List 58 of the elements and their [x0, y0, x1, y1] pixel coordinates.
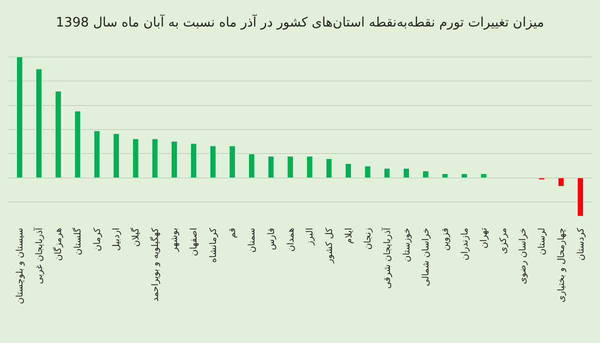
x-tick-label: ایلام [344, 228, 354, 244]
x-tick-label: هرمزگان [52, 228, 64, 261]
bar [364, 166, 371, 178]
bar [132, 138, 139, 178]
x-tick-label: فارس [266, 228, 277, 250]
bar [94, 130, 100, 178]
x-tick-label: آذربایجان شرقی [380, 227, 393, 289]
x-tick-label: چهارمحال و بختیاری [556, 228, 567, 302]
x-tick-label: اردبیل [112, 228, 122, 251]
bar [422, 170, 429, 178]
bar [190, 143, 197, 178]
x-tick-label: کهگیلویه و بویراحمد [148, 227, 161, 302]
bar [306, 156, 313, 178]
x-tick-label: آذربایجان غربی [32, 227, 45, 284]
x-tick-label: خراسان رضوی [518, 228, 528, 284]
bar [248, 154, 255, 178]
bar [442, 174, 448, 178]
bar [229, 146, 236, 178]
bar [171, 141, 178, 178]
x-tick-label: مرکزی [498, 228, 509, 254]
x-tick-label: تهران [480, 227, 490, 249]
x-tick-label: گلستان [72, 227, 84, 256]
bar [403, 168, 410, 178]
x-tick-label: البرز [306, 228, 316, 246]
bar [152, 138, 158, 178]
bar [558, 178, 564, 186]
x-tick-label: قم [228, 228, 238, 238]
bar [480, 174, 487, 178]
bar [287, 156, 294, 178]
x-tick-label: کردستان [576, 227, 586, 261]
x-tick-label: کل کشور [324, 227, 335, 264]
x-tick-label: خوزستان [402, 228, 412, 262]
x-tick-label: زنجان [364, 228, 374, 250]
x-tick-label: سیستان و بلوچستان [16, 228, 26, 304]
x-tick-label: همدان [286, 228, 296, 252]
bar [210, 146, 216, 178]
bar [268, 156, 274, 178]
x-tick-label: گیلان [130, 227, 142, 247]
x-tick-label: بوشهر [170, 228, 180, 253]
bar [36, 68, 42, 178]
x-tick-label: خراسان شمالی [422, 228, 432, 286]
x-tick-label: سمنان [248, 228, 258, 253]
x-tick-label: لرستان [538, 228, 548, 256]
x-tick-label: کرمانشاه [208, 227, 219, 263]
bar [345, 163, 352, 178]
bar [326, 158, 332, 178]
bar [113, 133, 120, 178]
bar [384, 168, 390, 178]
x-tick-label: مازندران [460, 228, 470, 260]
chart-title: میزان تغییرات تورم نقطه‌به‌نقطه استان‌های کشور در آذر ماه نسبت به آبان ماه سال 1398 [56, 13, 544, 30]
bar [461, 174, 468, 178]
x-tick-label: کرمان [92, 227, 103, 252]
x-tick-label: قزوین [440, 228, 451, 251]
bar [16, 56, 23, 178]
x-tick-label: اصفهان [190, 228, 200, 256]
bar [74, 110, 81, 178]
bar [577, 178, 584, 216]
bar [55, 90, 62, 178]
